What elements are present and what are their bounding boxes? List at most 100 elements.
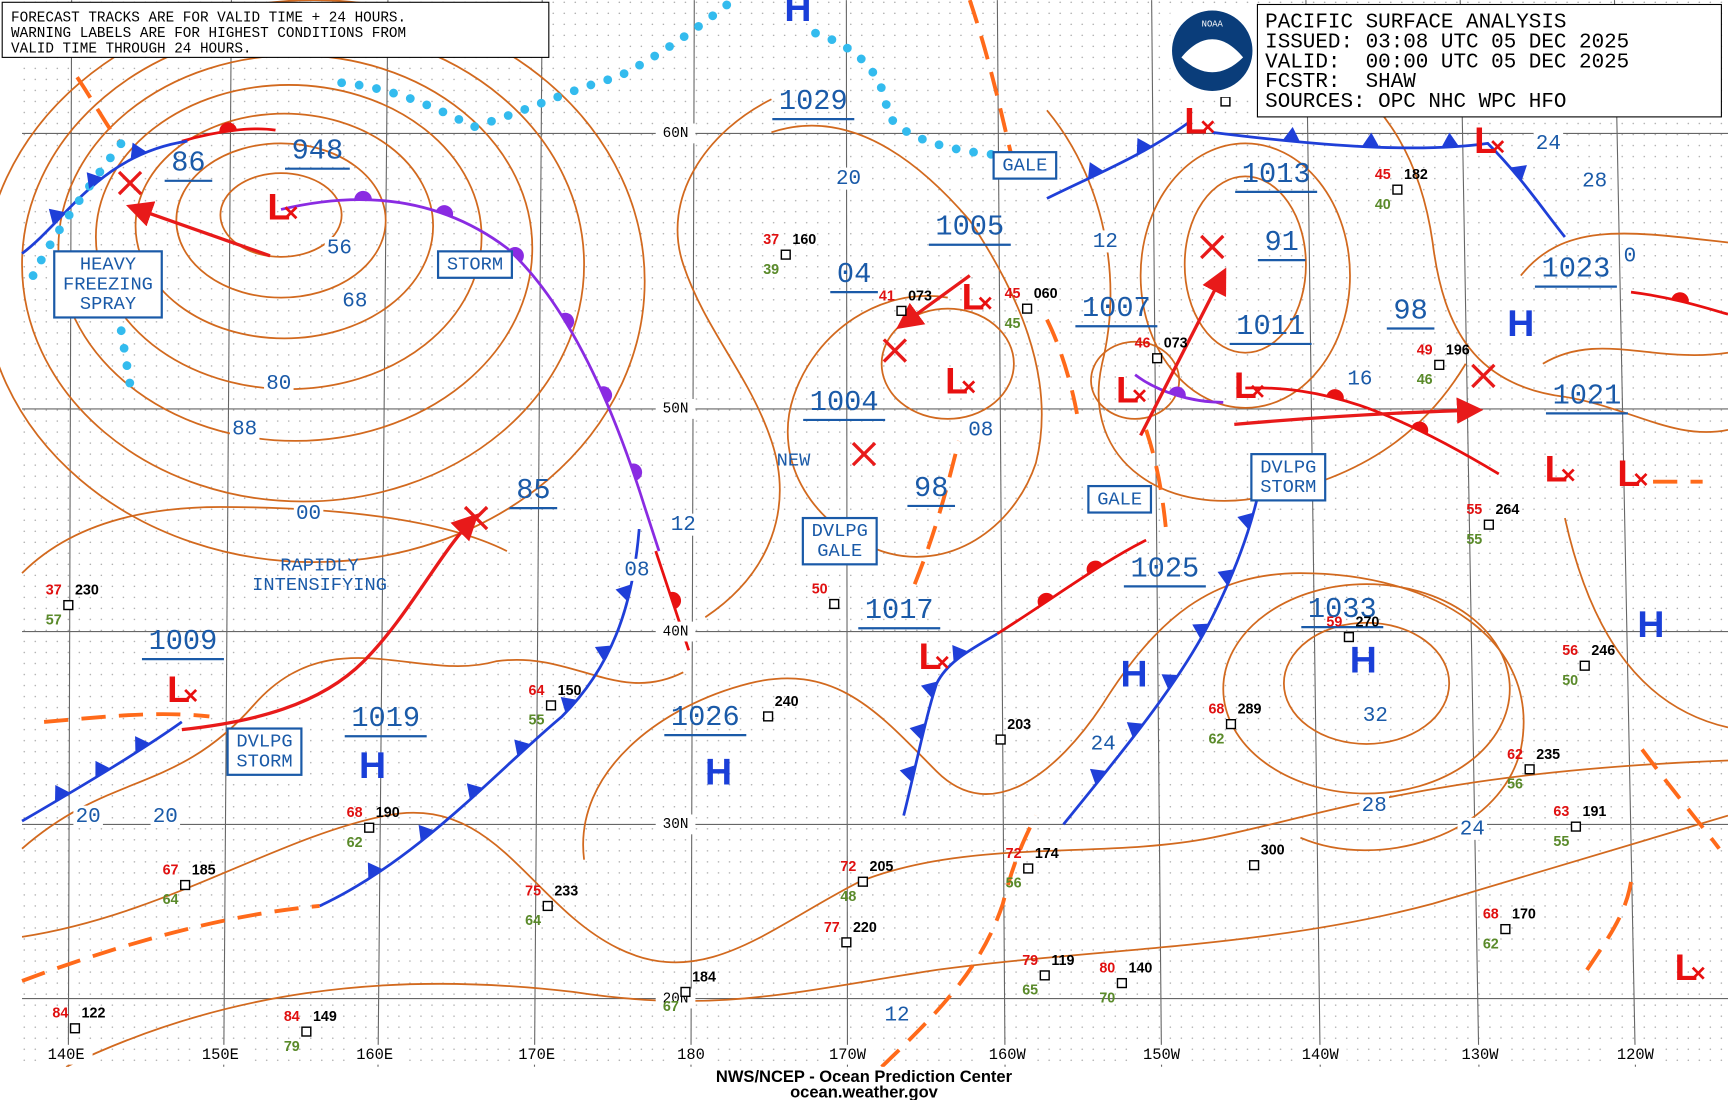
- isobar-label-bg: [340, 289, 370, 312]
- station-temp: 84: [52, 1006, 68, 1022]
- station-pressure: 073: [1164, 336, 1188, 352]
- station-temp: 75: [525, 883, 541, 899]
- lon-label-bg: [821, 1044, 874, 1065]
- lon-label-bg: [1293, 1044, 1347, 1065]
- station-pressure: 300: [1261, 843, 1285, 859]
- lon-label-bg: [39, 1044, 93, 1065]
- front-symbol: [418, 824, 435, 842]
- station-marker: [1434, 359, 1445, 370]
- warning-text: STORM: [236, 751, 292, 773]
- front-symbol: [560, 312, 575, 330]
- isobar-label: 12: [1093, 231, 1118, 254]
- station-pressure: 246: [1591, 643, 1615, 659]
- station-pressure: 182: [1404, 167, 1428, 183]
- lon-label-bg: [1608, 1044, 1662, 1065]
- valid: VALID: 00:00 UTC 05 DEC 2025: [1265, 51, 1629, 74]
- station-pressure: 191: [1583, 804, 1607, 820]
- pressure-label: 1019: [351, 702, 420, 735]
- pressure-label: 86: [171, 147, 205, 180]
- isobar-label-bg: [1457, 817, 1488, 840]
- isobar-label-bg: [73, 805, 103, 828]
- pressure-label: 948: [292, 135, 344, 168]
- low-x: [935, 655, 949, 669]
- station-temp: 49: [1417, 342, 1433, 358]
- front-symbol: [1192, 623, 1210, 640]
- lon-label-bg: [193, 1044, 247, 1065]
- station-temp: 72: [840, 859, 856, 875]
- low-x: [1133, 389, 1146, 403]
- station-marker: [1023, 863, 1034, 874]
- station-marker: [63, 599, 74, 611]
- station-temp: 55: [1466, 502, 1482, 518]
- isobar-label: 12: [671, 514, 696, 537]
- front-symbol: [952, 644, 968, 662]
- warning-box: [53, 250, 163, 319]
- station-temp: 68: [1208, 702, 1224, 718]
- pressure-label: 1025: [1130, 552, 1199, 585]
- low-symbol: L: [1617, 452, 1640, 494]
- low-x: [962, 380, 976, 394]
- station-dewpoint: 64: [525, 913, 541, 929]
- warning-box: [992, 151, 1058, 180]
- isobar-label: 28: [1582, 170, 1607, 193]
- front-symbol: [130, 142, 147, 160]
- lon-label: 150W: [1143, 1046, 1181, 1064]
- isobar-label-bg: [1088, 732, 1118, 755]
- station-dewpoint: 40: [1375, 197, 1391, 213]
- notice-line: VALID TIME THROUGH 24 HOURS.: [11, 41, 252, 57]
- front-symbol: [436, 205, 454, 217]
- annotation: NEW: [777, 450, 811, 472]
- station-marker: [364, 822, 375, 833]
- front-symbol: [1161, 674, 1179, 690]
- low-symbol: L: [1234, 364, 1257, 406]
- isobar-label: 08: [968, 419, 993, 442]
- front-symbol: [909, 723, 926, 741]
- isobar-label-bg: [229, 417, 260, 440]
- station-pressure: 174: [1035, 846, 1059, 862]
- front-symbol: [1510, 165, 1527, 182]
- lon-label: 120W: [1617, 1046, 1655, 1064]
- front-symbol: [95, 760, 111, 778]
- forecast-tracks: [126, 201, 1484, 732]
- isobar-label-bg: [150, 805, 181, 828]
- front-symbol: [560, 696, 578, 714]
- lon-label-bg: [1453, 1044, 1507, 1065]
- station-pressure: 233: [554, 883, 578, 899]
- station-marker: [1220, 96, 1231, 107]
- lon-label: 170E: [518, 1046, 555, 1064]
- station-marker: [1021, 303, 1033, 314]
- station-marker: [180, 879, 191, 891]
- low-symbol: L: [1116, 368, 1139, 410]
- station-marker: [896, 305, 907, 316]
- low-symbol: L: [945, 359, 968, 401]
- isobar-label-bg: [1090, 230, 1121, 253]
- station-pressure: 240: [775, 694, 799, 710]
- front-symbol: [615, 584, 632, 602]
- station-temp: 41: [879, 288, 895, 304]
- isobar-label: 12: [884, 1005, 909, 1028]
- station-dewpoint: 65: [1022, 983, 1038, 999]
- front-symbol: [354, 190, 372, 200]
- warning-text: FREEZING: [63, 273, 153, 295]
- lat-label: 60N: [663, 126, 689, 142]
- station-dewpoint: 64: [163, 892, 179, 908]
- forecast-x: [463, 505, 489, 531]
- front-symbol: [599, 386, 613, 404]
- labels: 948 86 1029 1005 1013 91 04 1007 1011 1004 98 1023 9…: [39, 0, 1705, 1065]
- lon-label-bg: [348, 1044, 402, 1065]
- pressure-label: 1005: [935, 211, 1004, 244]
- station-marker: [995, 734, 1006, 745]
- forecast-x: [851, 441, 877, 467]
- station-temp: 80: [1099, 961, 1115, 977]
- warning-text: SPRAY: [80, 293, 136, 315]
- station-temp: 62: [1507, 747, 1523, 763]
- isobar-label-bg: [668, 513, 699, 536]
- front-symbol: [920, 681, 938, 699]
- station-marker: [301, 1026, 312, 1037]
- lon-label-bg: [510, 1044, 564, 1065]
- isobar-label: 16: [1347, 369, 1372, 392]
- low-symbol: L: [962, 276, 985, 318]
- station-dewpoint: 62: [347, 835, 363, 851]
- front-symbol: [1126, 722, 1144, 738]
- station-temp: 56: [1562, 643, 1578, 659]
